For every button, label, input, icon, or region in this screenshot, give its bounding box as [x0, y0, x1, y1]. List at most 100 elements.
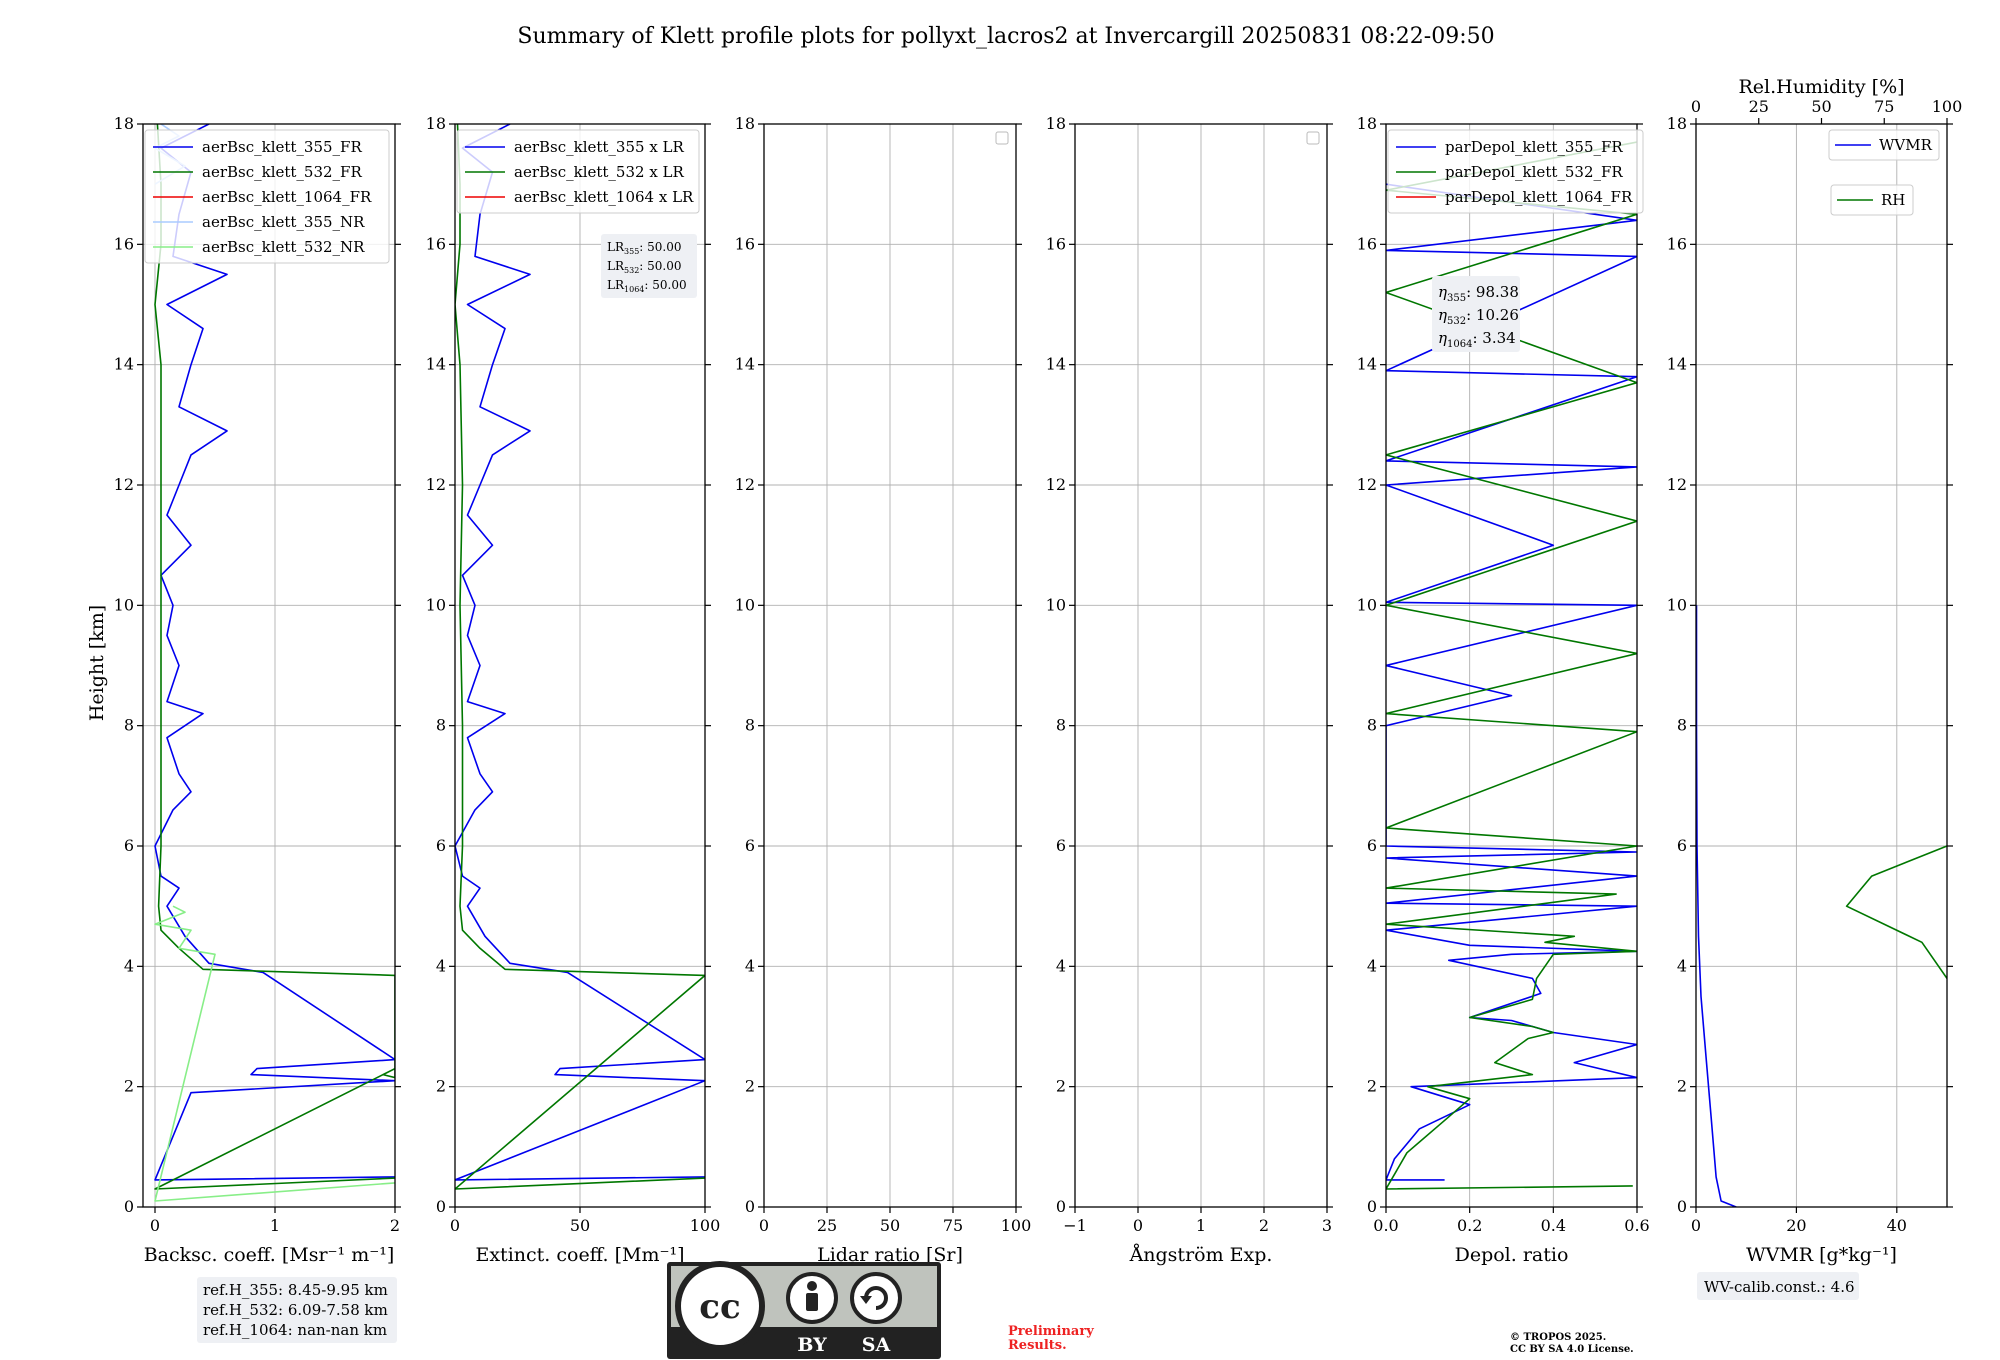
preliminary-line-2: Results.: [1008, 1338, 1067, 1353]
share-alike-arrowhead: [860, 1296, 872, 1304]
lr-symbol: LR: [607, 278, 625, 292]
x-tick-label: 25: [817, 1216, 837, 1235]
x-axis-label: Backsc. coeff. [Msr⁻¹ m⁻¹]: [144, 1244, 395, 1266]
legend-label: parDepol_klett_355_FR: [1445, 138, 1623, 156]
y-tick-label: 14: [114, 355, 134, 374]
x-tick-label: 1: [1196, 1216, 1206, 1235]
y-tick-label: 8: [745, 716, 755, 735]
y-tick-label: 18: [426, 114, 446, 133]
x-tick-label: 0: [1691, 1216, 1701, 1235]
copyright-line-2: CC BY SA 4.0 License.: [1510, 1344, 1634, 1355]
y-tick-label: 14: [426, 355, 446, 374]
eta-subscript: 1064: [1447, 339, 1472, 350]
y-tick-label: 10: [1046, 595, 1066, 614]
ref-height-line: ref.H_1064: nan-nan km: [203, 1321, 387, 1339]
y-tick-label: 6: [436, 836, 446, 855]
x2-tick-label: 25: [1749, 97, 1769, 116]
y-tick-label: 4: [1677, 956, 1687, 975]
y-tick-label: 6: [745, 836, 755, 855]
y-tick-label: 2: [124, 1077, 134, 1096]
y-tick-label: 0: [1367, 1197, 1377, 1216]
panel-frame: [142, 123, 396, 1208]
eta-value: : 98.38: [1466, 283, 1519, 301]
y-tick-label: 10: [1667, 595, 1687, 614]
series-line-RH: [1845, 845, 1947, 980]
x-axis-label: Lidar ratio [Sr]: [817, 1244, 963, 1266]
y-tick-label: 6: [124, 836, 134, 855]
legend-box: [1828, 129, 1940, 161]
eta-subscript: 355: [1447, 293, 1466, 304]
lr-symbol: LR: [607, 259, 625, 273]
y-tick-label: 18: [735, 114, 755, 133]
y-tick-label: 6: [1367, 836, 1377, 855]
ref-height-line: ref.H_532: 6.09-7.58 km: [203, 1301, 388, 1319]
lr-value: : 50.00: [639, 259, 681, 273]
legend-label: aerBsc_klett_532 x LR: [514, 163, 685, 181]
attribution-person-body: [806, 1293, 818, 1311]
x-tick-label: 0: [1133, 1216, 1143, 1235]
y-tick-label: 6: [1056, 836, 1066, 855]
share-alike-arrow: [864, 1286, 888, 1310]
y-tick-label: 4: [1056, 956, 1066, 975]
legend-label: parDepol_klett_532_FR: [1445, 163, 1623, 181]
lr-subscript: 532: [624, 266, 639, 275]
panel-frame: [1074, 123, 1328, 1208]
x-tick-label: 50: [880, 1216, 900, 1235]
panel-frame: [454, 123, 706, 1208]
series-line-parDepol_klett_355_FR: [1386, 183, 1637, 1181]
series-line-aerBsc_klett_532_FR: [154, 124, 395, 1190]
wv-calib-label: WV-calib.const.: 4.6: [1704, 1278, 1855, 1296]
y-tick-label: 8: [1056, 716, 1066, 735]
series-line-aerBsc_klett_532 x LR: [455, 124, 705, 1190]
lr-subscript: 1064: [624, 285, 644, 294]
y-tick-label: 10: [426, 595, 446, 614]
y-tick-label: 2: [436, 1077, 446, 1096]
eta-label-2: η1064: 3.34: [1438, 329, 1516, 350]
x-axis-label: WVMR [g*kg⁻¹]: [1746, 1244, 1897, 1266]
y-tick-label: 18: [1667, 114, 1687, 133]
height-axis-label: Height [km]: [86, 605, 108, 721]
empty-legend-marker: [1306, 131, 1320, 145]
x2-tick-label: 75: [1874, 97, 1894, 116]
y-tick-label: 6: [1677, 836, 1687, 855]
x-axis-label: Ångström Exp.: [1129, 1244, 1273, 1266]
x-tick-label: −1: [1063, 1216, 1087, 1235]
y-tick-label: 16: [1046, 234, 1066, 253]
x-tick-label: 100: [690, 1216, 721, 1235]
eta-symbol: η: [1438, 329, 1447, 347]
legend-box: [1387, 129, 1644, 214]
x-tick-label: 0.6: [1624, 1216, 1649, 1235]
panel-5: 0 2 4 6 8 10 12 14 16 18 0.0 0.2 0.4 0.6 Depol. ratio p…: [1357, 114, 1650, 1266]
legend-label: aerBsc_klett_532_FR: [202, 163, 362, 181]
lr-info-box: [601, 234, 697, 298]
series-group: [455, 124, 705, 1190]
y-tick-label: 2: [1367, 1077, 1377, 1096]
y-tick-label: 0: [436, 1197, 446, 1216]
y-tick-label: 12: [114, 475, 134, 494]
y-tick-label: 8: [1677, 716, 1687, 735]
y-tick-label: 14: [735, 355, 755, 374]
legend-box: [456, 129, 700, 214]
lr-subscript: 355: [624, 247, 639, 256]
x2-axis-label: Rel.Humidity [%]: [1738, 76, 1904, 98]
legend-label: aerBsc_klett_1064 x LR: [514, 188, 694, 206]
x-tick-label: 0: [759, 1216, 769, 1235]
x-tick-label: 3: [1322, 1216, 1332, 1235]
y-tick-label: 16: [426, 234, 446, 253]
legend-label: aerBsc_klett_355 x LR: [514, 138, 685, 156]
eta-label-0: η355: 98.38: [1438, 283, 1519, 304]
legend-box: [144, 129, 390, 264]
x-tick-label: 1: [270, 1216, 280, 1235]
x2-tick-label: 0: [1691, 97, 1701, 116]
x-tick-label: 75: [943, 1216, 963, 1235]
x-tick-label: 50: [570, 1216, 590, 1235]
x2-tick-label: 100: [1932, 97, 1963, 116]
x-tick-label: 0.4: [1541, 1216, 1566, 1235]
eta-label-1: η532: 10.26: [1438, 306, 1519, 327]
series-group: [1386, 141, 1637, 1190]
